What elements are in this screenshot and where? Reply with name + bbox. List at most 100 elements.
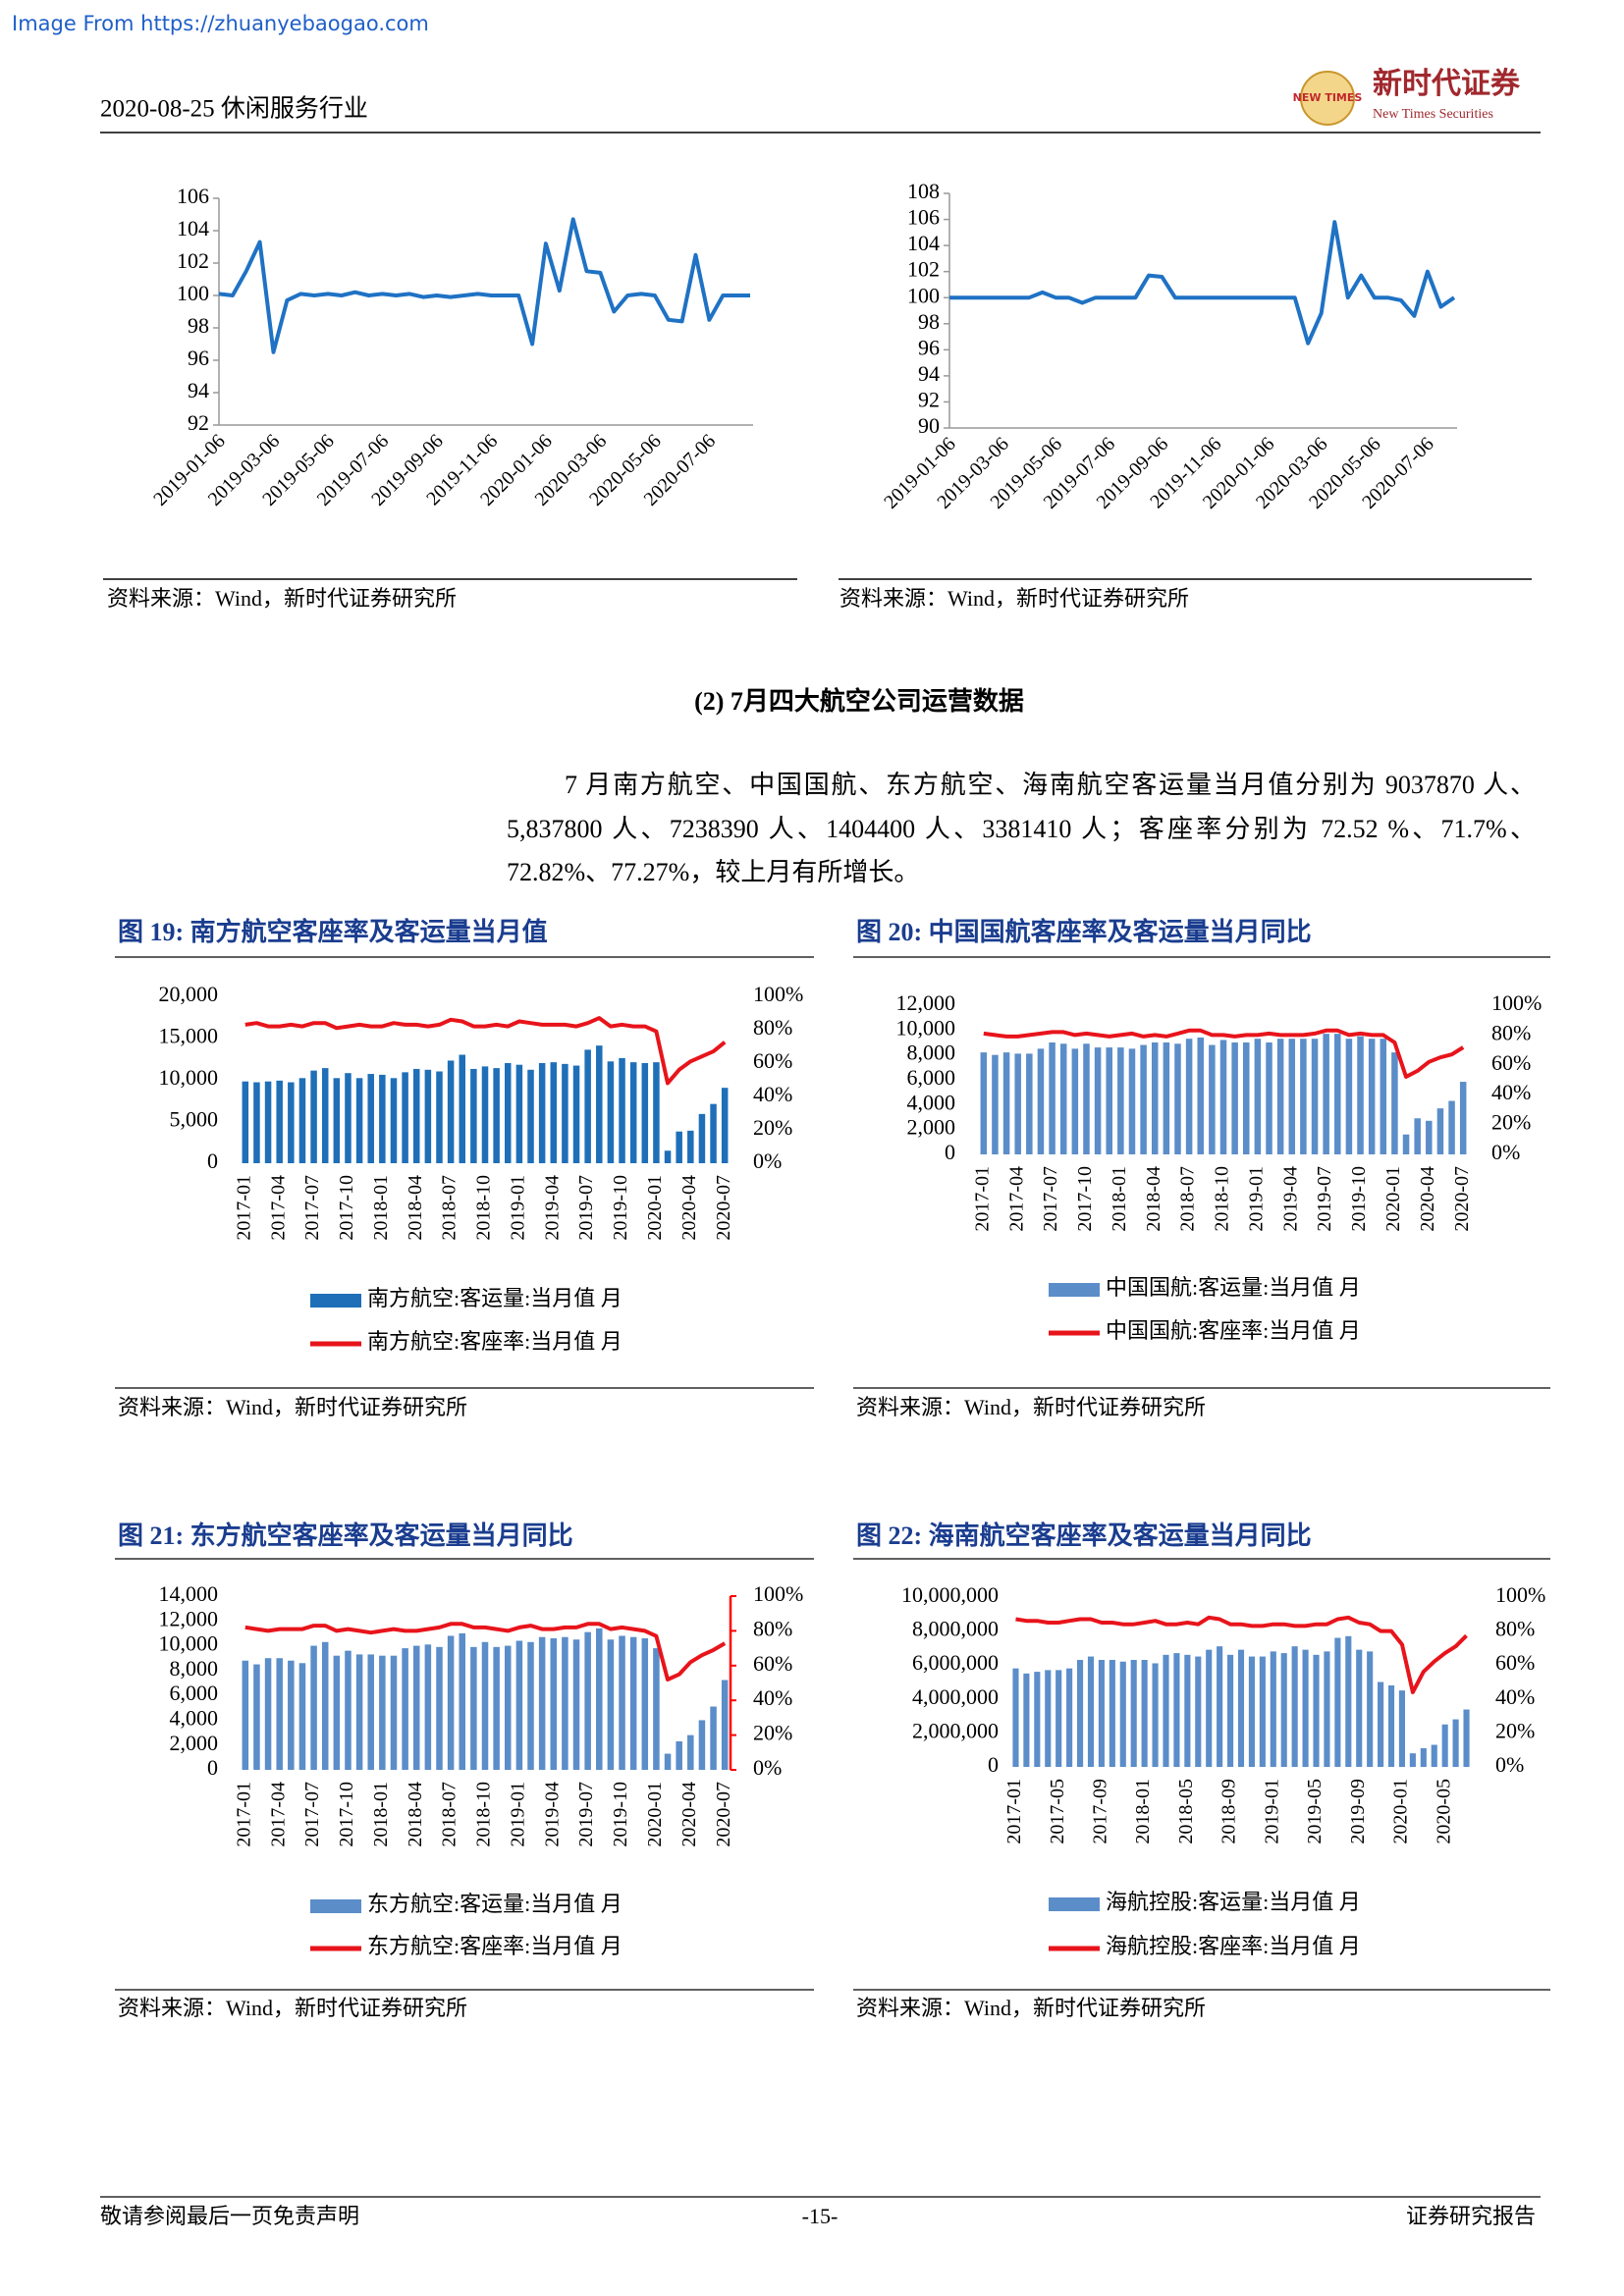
bar <box>687 1130 694 1163</box>
y2-tick-label: 40% <box>1491 1080 1531 1104</box>
source-note: 资料来源：Wind，新时代证券研究所 <box>107 586 457 611</box>
x-tick-label: 2018-01 <box>1132 1779 1154 1844</box>
line-series <box>1015 1615 1468 1694</box>
bar <box>276 1658 283 1770</box>
bar <box>641 1063 649 1163</box>
x-tick-label: 2018-04 <box>405 1782 426 1847</box>
bar <box>447 1635 455 1770</box>
y-tick-label: 96 <box>918 335 940 359</box>
y-tick-label: 104 <box>907 231 940 255</box>
bar <box>1219 1040 1227 1154</box>
footer-left: 敬请参阅最后一页免责声明 <box>100 2204 359 2228</box>
y-tick-label: 104 <box>177 216 209 240</box>
y-tick-label: 14,000 <box>159 1581 219 1606</box>
bar <box>1173 1653 1180 1767</box>
bar <box>1197 1037 1204 1154</box>
logo <box>1300 71 1355 126</box>
legend-swatch <box>310 1294 361 1308</box>
figure-title: 图 20: 中国国航客座率及客运量当月同比 <box>856 917 1312 946</box>
y2-tick-label: 100% <box>753 982 803 1006</box>
legend-swatch <box>310 1899 361 1913</box>
bar <box>1130 1660 1137 1767</box>
bar <box>1300 1039 1307 1154</box>
bar <box>1387 1684 1395 1767</box>
x-tick-label: 2018-07 <box>439 1782 460 1847</box>
x-tick-label: 2018-07 <box>439 1175 460 1241</box>
bar <box>527 1641 534 1770</box>
y-tick-label: 20,000 <box>159 982 219 1006</box>
y-tick-label: 15,000 <box>159 1024 219 1048</box>
legend-label: 南方航空:客运量:当月值 月 <box>367 1286 623 1310</box>
bar <box>527 1069 534 1163</box>
bar <box>653 1062 660 1163</box>
y2-tick-label: 20% <box>1491 1110 1531 1135</box>
bar <box>481 1641 489 1770</box>
bar <box>664 1753 672 1770</box>
bar <box>992 1054 999 1154</box>
bar <box>1426 1120 1433 1154</box>
bar <box>1368 1039 1376 1154</box>
bar <box>596 1045 603 1163</box>
y2-tick-label: 40% <box>753 1082 792 1106</box>
bar <box>607 1639 615 1770</box>
bar <box>298 1078 306 1163</box>
y-tick-label: 6,000 <box>170 1681 219 1705</box>
source-note: 资料来源：Wind，新时代证券研究所 <box>118 1996 467 2020</box>
y2-tick-label: 0% <box>753 1755 782 1780</box>
y2-tick-label: 80% <box>753 1616 792 1640</box>
y-tick-label: 12,000 <box>159 1606 219 1630</box>
bar <box>1266 1042 1272 1154</box>
y-tick-label: 98 <box>188 313 209 338</box>
y2-tick-label: 80% <box>753 1015 792 1040</box>
x-tick-label: 2020-04 <box>678 1175 700 1241</box>
bar <box>242 1081 249 1163</box>
legend-label: 东方航空:客座率:当月值 月 <box>367 1934 623 1958</box>
y-tick-label: 2,000 <box>170 1731 219 1755</box>
bar <box>390 1655 398 1770</box>
bar <box>1357 1036 1364 1154</box>
bar <box>515 1640 523 1770</box>
bar <box>242 1660 249 1770</box>
y2-tick-label: 20% <box>1495 1718 1535 1742</box>
y-tick-label: 10,000 <box>159 1065 219 1090</box>
y-tick-label: 90 <box>918 413 940 438</box>
bar <box>1402 1134 1410 1154</box>
y2-tick-label: 80% <box>1495 1617 1535 1641</box>
bar <box>1291 1646 1298 1767</box>
x-tick-label: 2020-07 <box>713 1782 734 1847</box>
bar <box>1151 1042 1159 1154</box>
x-tick-label: 2018-09 <box>1218 1779 1240 1844</box>
y-tick-label: 96 <box>188 346 209 370</box>
bar <box>424 1069 432 1163</box>
y2-tick-label: 60% <box>1495 1650 1535 1675</box>
legend-swatch <box>1049 1897 1100 1911</box>
bar <box>481 1066 489 1163</box>
bar <box>1002 1052 1010 1154</box>
x-tick-label: 2019-10 <box>610 1175 631 1241</box>
bar <box>1409 1753 1416 1767</box>
x-tick-label: 2019-01 <box>1245 1166 1267 1232</box>
bar <box>1106 1047 1112 1154</box>
line-series <box>244 1016 727 1086</box>
bar <box>1071 1048 1079 1154</box>
bar <box>1098 1660 1105 1767</box>
bar <box>1012 1668 1019 1767</box>
bar <box>1420 1747 1427 1767</box>
bar <box>1334 1637 1341 1767</box>
bar <box>1163 1654 1169 1767</box>
bar <box>321 1641 329 1770</box>
bar <box>653 1648 660 1770</box>
y-tick-label: 0 <box>207 1755 218 1780</box>
bar <box>1140 1044 1147 1154</box>
x-tick-label: 2019-04 <box>541 1782 563 1847</box>
bar <box>515 1064 523 1163</box>
bar <box>424 1644 432 1770</box>
bar <box>619 1635 625 1770</box>
bar <box>264 1081 272 1163</box>
bar <box>1083 1043 1090 1154</box>
bar <box>1452 1719 1459 1767</box>
bar <box>355 1078 363 1163</box>
bar <box>1288 1039 1296 1154</box>
x-tick-label: 2017-01 <box>233 1782 254 1847</box>
